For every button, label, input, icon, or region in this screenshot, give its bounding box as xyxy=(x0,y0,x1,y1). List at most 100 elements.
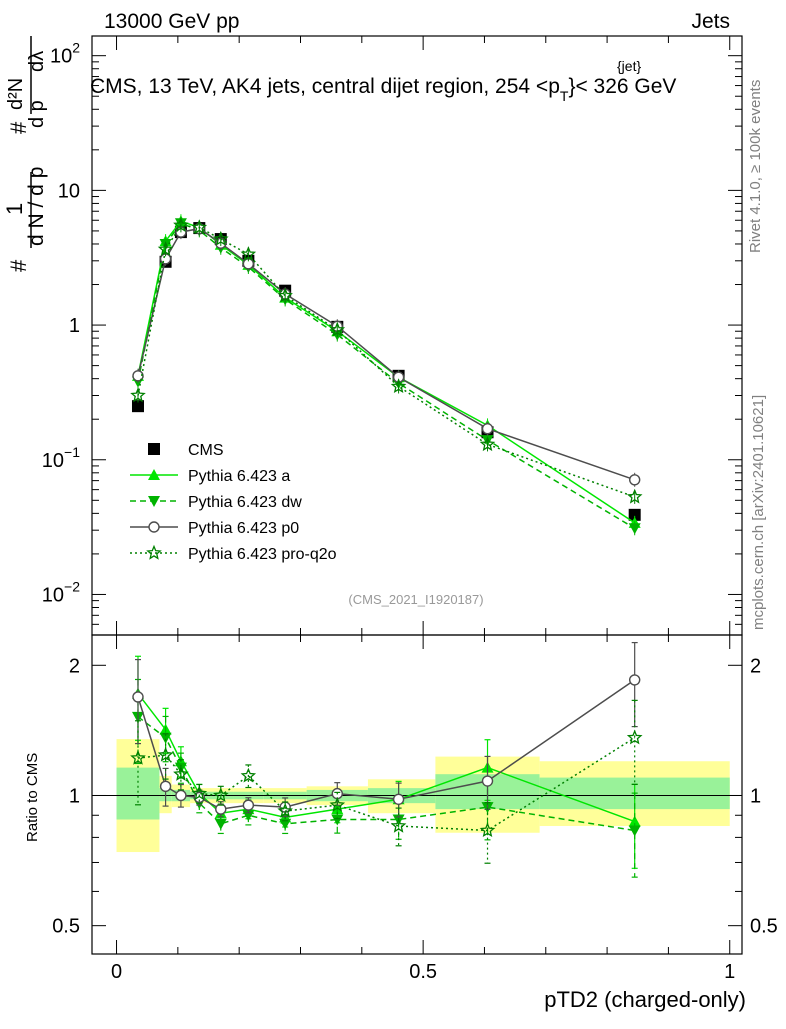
y-label-d2n: d²N xyxy=(5,78,27,110)
y-label-hash2: # xyxy=(6,121,31,134)
main-line-pythia-6-423-dw xyxy=(137,222,636,529)
ratio-y-tick-label-right: 2 xyxy=(750,655,761,677)
y-label-dpt-dlambda: d p xyxy=(26,100,48,128)
main-point-pythia-6-423-pro-q2o xyxy=(626,488,643,504)
mcplots-label: mcplots.cern.ch [arXiv:2401.10621] xyxy=(750,395,767,630)
main-y-tick-label: 10 xyxy=(58,180,80,202)
plot-title: CMS, 13 TeV, AK4 jets, central dijet reg… xyxy=(90,75,676,104)
plot-title-sup: {jet} xyxy=(617,58,641,74)
y-label-dn-dpt: d N / d p xyxy=(25,167,48,246)
main-y-tick-label: 102 xyxy=(50,40,80,68)
main-y-label: # 1 d N / d p # d²N d p dλ xyxy=(2,36,48,272)
main-y-tick-label: 1 xyxy=(69,315,80,337)
x-tick-label: 0 xyxy=(111,961,122,983)
ratio-point-pythia-6-423-pro-q2o xyxy=(626,729,643,745)
ratio-y-tick-label: 2 xyxy=(69,655,80,677)
y-label-one: 1 xyxy=(2,203,27,215)
ratio-plot-frame xyxy=(91,634,743,955)
main-point-cms xyxy=(131,400,144,413)
ratio-point-pythia-6-423-pro-q2o xyxy=(479,822,496,838)
legend-item-pythia-6-423-pro-q2o: Pythia 6.423 pro-q2o xyxy=(130,544,337,563)
legend-marker xyxy=(148,443,160,455)
legend-label: Pythia 6.423 a xyxy=(188,468,290,485)
legend-item-pythia-6-423-dw: Pythia 6.423 dw xyxy=(130,494,302,511)
header-left: 13000 GeV pp xyxy=(104,10,239,33)
main-series-group xyxy=(130,214,643,536)
rivet-label: Rivet 4.1.0, ≥ 100k events xyxy=(747,80,764,253)
legend-label: Pythia 6.423 pro-q2o xyxy=(188,546,337,563)
legend-marker xyxy=(146,544,162,560)
main-point-pythia-6-423-pro-q2o xyxy=(130,387,146,403)
legend-item-cms: CMS xyxy=(148,442,224,459)
ratio-point-pythia-6-423-p0 xyxy=(242,799,255,811)
plot-title-sub: T xyxy=(560,88,569,104)
x-tick-label: 0.5 xyxy=(409,961,437,983)
main-y-tick-label: 10−2 xyxy=(42,578,80,606)
ratio-y-tick-labels: 2 2 1 1 0.5 0.5 xyxy=(52,655,778,937)
main-point-cms xyxy=(628,508,641,521)
ratio-point-pythia-6-423-dw xyxy=(159,732,172,744)
ratio-axis-ticks xyxy=(92,664,742,927)
legend-label: Pythia 6.423 dw xyxy=(188,494,302,511)
ratio-point-pythia-6-423-p0 xyxy=(628,674,641,686)
main-axis-ticks xyxy=(92,36,742,954)
ratio-series-group xyxy=(130,641,643,878)
main-point-pythia-6-423-pro-q2o xyxy=(390,378,407,394)
legend-label: Pythia 6.423 p0 xyxy=(188,520,299,537)
ratio-y-tick-label: 1 xyxy=(69,785,80,807)
main-point-pythia-6-423-pro-q2o xyxy=(277,287,293,303)
ratio-point-pythia-6-423-p0 xyxy=(132,691,144,703)
ratio-point-pythia-6-423-p0 xyxy=(392,793,405,805)
main-point-pythia-6-423-pro-q2o xyxy=(191,219,208,235)
main-point-pythia-6-423-pro-q2o xyxy=(329,321,346,337)
legend-label: CMS xyxy=(188,442,224,459)
main-y-tick-label: 10−1 xyxy=(42,444,80,472)
legend-marker xyxy=(148,469,160,480)
y-label-hash: # xyxy=(6,259,31,272)
main-point-pythia-6-423-pro-q2o xyxy=(240,246,257,261)
ratio-point-pythia-6-423-p0 xyxy=(481,775,494,787)
main-point-pythia-6-423-p0 xyxy=(481,423,494,435)
ratio-point-pythia-6-423-dw xyxy=(331,814,344,826)
ratio-point-pythia-6-423-dw xyxy=(628,825,641,837)
main-point-pythia-6-423-dw xyxy=(628,523,641,535)
ratio-point-pythia-6-423-pro-q2o xyxy=(130,749,146,765)
ratio-y-tick-label-right: 0.5 xyxy=(750,916,778,938)
legend-marker xyxy=(148,521,160,533)
ratio-point-pythia-6-423-p0 xyxy=(175,789,187,802)
ratio-point-pythia-6-423-p0 xyxy=(159,780,172,793)
legend-marker xyxy=(148,496,160,507)
header-right: Jets xyxy=(691,10,730,33)
ratio-point-pythia-6-423-dw xyxy=(279,818,292,830)
main-point-pythia-6-423-pro-q2o xyxy=(157,241,174,256)
ratio-x-tick-labels: 0 0.5 1 xyxy=(111,961,735,983)
ratio-point-pythia-6-423-p0 xyxy=(215,803,227,815)
main-point-pythia-6-423-pro-q2o xyxy=(213,230,229,246)
ratio-point-pythia-6-423-pro-q2o xyxy=(390,817,407,833)
plot-title-end: }< 326 GeV xyxy=(568,75,676,98)
legend: CMS Pythia 6.423 a Pythia 6.423 dw Pythia 6… xyxy=(130,442,337,563)
ratio-point-pythia-6-423-pro-q2o xyxy=(157,746,174,762)
ratio-y-label: Ratio to CMS xyxy=(24,753,41,842)
ratio-band-inner xyxy=(116,767,160,820)
ratio-point-pythia-6-423-pro-q2o xyxy=(173,766,189,781)
main-point-pythia-6-423-pro-q2o xyxy=(173,217,189,232)
y-label-dlambda: dλ xyxy=(26,51,48,72)
main-point-pythia-6-423-p0 xyxy=(132,370,144,382)
ratio-point-pythia-6-423-pro-q2o xyxy=(213,787,229,803)
ratio-point-pythia-6-423-a xyxy=(628,815,641,827)
ratio-point-pythia-6-423-pro-q2o xyxy=(240,767,257,783)
legend-item-pythia-6-423-a: Pythia 6.423 a xyxy=(130,468,290,485)
plot-title-main: CMS, 13 TeV, AK4 jets, central dijet reg… xyxy=(90,75,560,98)
x-tick-label: 1 xyxy=(724,961,735,983)
ratio-point-pythia-6-423-pro-q2o xyxy=(277,802,293,818)
ratio-y-tick-label: 0.5 xyxy=(52,916,80,938)
ratio-point-pythia-6-423-pro-q2o xyxy=(329,796,346,812)
main-point-pythia-6-423-p0 xyxy=(628,474,641,486)
main-point-pythia-6-423-pro-q2o xyxy=(479,436,496,452)
x-axis-label: pTD2 (charged-only) xyxy=(544,987,746,1012)
main-y-tick-labels: 102 10 1 10−1 10−2 xyxy=(42,40,80,607)
analysis-watermark: (CMS_2021_I1920187) xyxy=(348,592,483,607)
ratio-point-pythia-6-423-pro-q2o xyxy=(191,785,208,801)
